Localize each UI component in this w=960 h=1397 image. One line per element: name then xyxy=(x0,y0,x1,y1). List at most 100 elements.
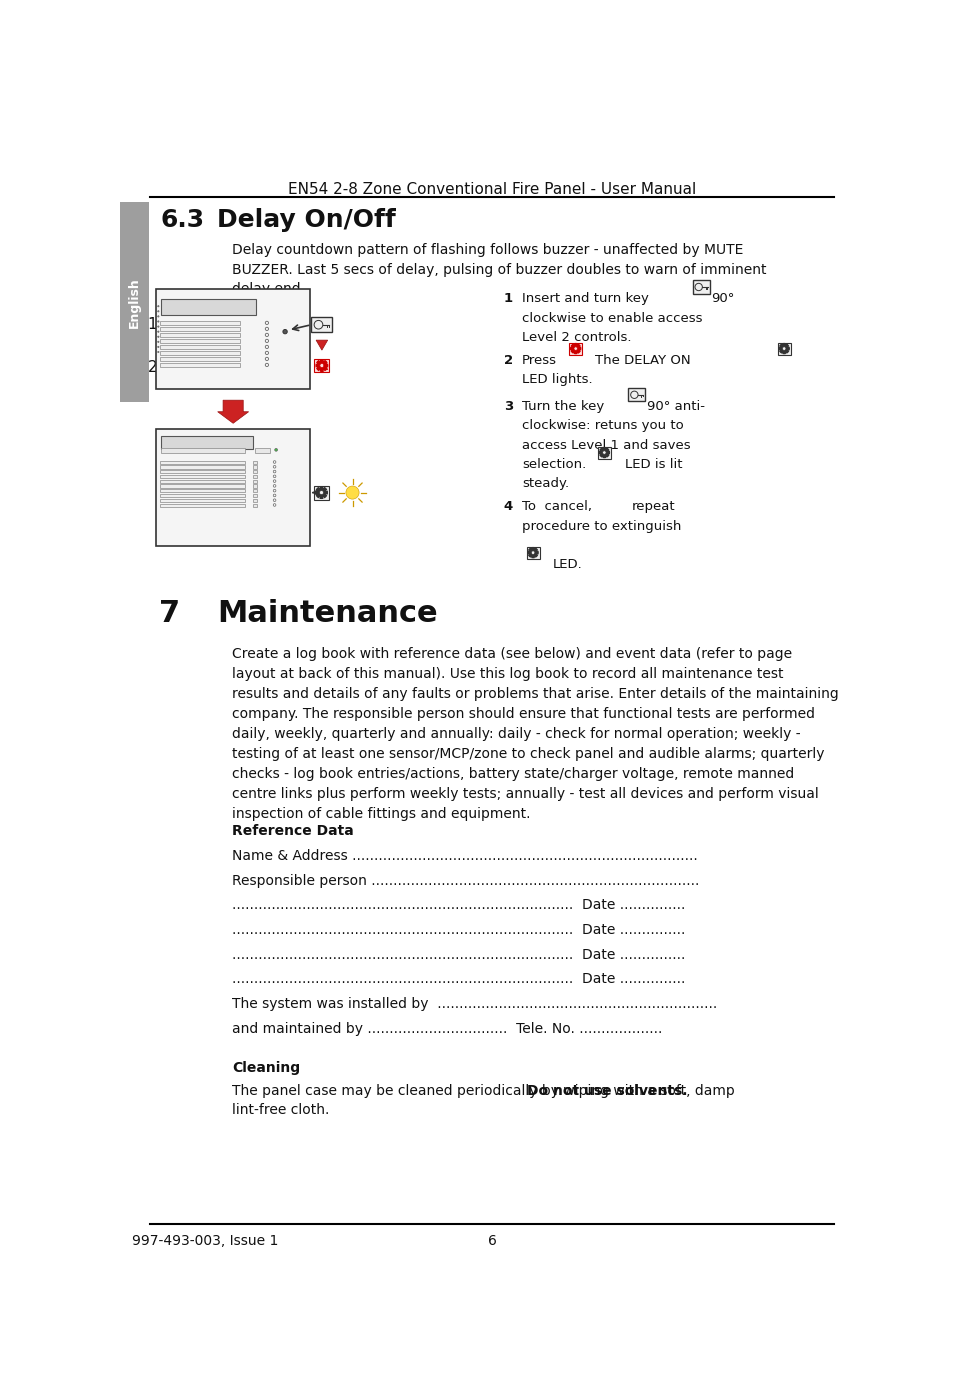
FancyBboxPatch shape xyxy=(693,281,709,293)
Circle shape xyxy=(265,339,269,342)
Text: The system was installed by  ...................................................: The system was installed by ............… xyxy=(232,997,718,1011)
FancyBboxPatch shape xyxy=(161,299,256,316)
Text: 2: 2 xyxy=(504,353,513,367)
Text: The panel case may be cleaned periodically by wiping with a soft, damp
lint-free: The panel case may be cleaned periodical… xyxy=(232,1084,735,1118)
Text: 3: 3 xyxy=(504,400,513,414)
FancyBboxPatch shape xyxy=(254,447,270,453)
Text: 90°: 90° xyxy=(711,292,734,306)
FancyBboxPatch shape xyxy=(160,351,240,355)
FancyBboxPatch shape xyxy=(311,317,331,332)
Circle shape xyxy=(782,346,786,351)
FancyBboxPatch shape xyxy=(253,489,257,492)
FancyBboxPatch shape xyxy=(156,429,310,546)
Text: procedure to extinguish: procedure to extinguish xyxy=(522,520,682,532)
FancyBboxPatch shape xyxy=(253,471,257,474)
Text: The DELAY ON: The DELAY ON xyxy=(595,353,690,367)
Text: Create a log book with reference data (see below) and event data (refer to page
: Create a log book with reference data (s… xyxy=(232,647,839,821)
Text: x: x xyxy=(324,363,328,373)
Polygon shape xyxy=(316,360,327,372)
Text: Reference Data: Reference Data xyxy=(232,824,354,838)
Circle shape xyxy=(265,358,269,360)
Text: 1: 1 xyxy=(504,292,513,306)
Text: Cleaning: Cleaning xyxy=(232,1060,300,1074)
Text: 7: 7 xyxy=(158,599,180,627)
Text: EN54 2-8 Zone Conventional Fire Panel - User Manual: EN54 2-8 Zone Conventional Fire Panel - … xyxy=(288,182,696,197)
Circle shape xyxy=(274,461,276,464)
Text: ..............................................................................  : ........................................… xyxy=(232,923,685,937)
Text: Level 2 controls.: Level 2 controls. xyxy=(522,331,632,344)
Polygon shape xyxy=(316,339,327,351)
Circle shape xyxy=(603,451,606,454)
FancyBboxPatch shape xyxy=(160,334,240,337)
Circle shape xyxy=(274,504,276,506)
FancyBboxPatch shape xyxy=(160,461,245,464)
Text: access Level 1 and saves: access Level 1 and saves xyxy=(522,439,691,451)
Text: repeat: repeat xyxy=(632,500,675,513)
FancyBboxPatch shape xyxy=(778,342,791,355)
Text: clockwise: retuns you to: clockwise: retuns you to xyxy=(522,419,684,433)
Text: 90° anti-: 90° anti- xyxy=(647,400,705,414)
FancyBboxPatch shape xyxy=(160,479,245,483)
FancyBboxPatch shape xyxy=(160,499,245,502)
FancyBboxPatch shape xyxy=(160,475,245,478)
FancyBboxPatch shape xyxy=(160,345,240,349)
Text: English: English xyxy=(129,277,141,328)
FancyBboxPatch shape xyxy=(160,358,240,360)
FancyBboxPatch shape xyxy=(253,503,257,507)
Circle shape xyxy=(320,490,324,495)
Text: Delay On/Off: Delay On/Off xyxy=(217,208,396,232)
FancyBboxPatch shape xyxy=(156,289,310,390)
FancyBboxPatch shape xyxy=(253,495,257,497)
Polygon shape xyxy=(316,486,327,499)
FancyBboxPatch shape xyxy=(160,495,245,497)
Circle shape xyxy=(274,485,276,488)
FancyBboxPatch shape xyxy=(160,327,240,331)
Text: 1: 1 xyxy=(148,317,157,332)
Text: To  cancel,: To cancel, xyxy=(522,500,592,513)
Text: and maintained by ................................  Tele. No. ..................: and maintained by ......................… xyxy=(232,1021,662,1035)
Text: Press: Press xyxy=(522,353,557,367)
Circle shape xyxy=(274,479,276,482)
FancyBboxPatch shape xyxy=(314,359,329,373)
Circle shape xyxy=(574,346,578,351)
Circle shape xyxy=(265,321,269,324)
Circle shape xyxy=(274,471,276,472)
Text: ..............................................................................  : ........................................… xyxy=(232,947,685,961)
Circle shape xyxy=(265,363,269,366)
Text: LED lights.: LED lights. xyxy=(522,373,593,386)
Text: Maintenance: Maintenance xyxy=(217,599,438,627)
FancyBboxPatch shape xyxy=(253,499,257,502)
FancyBboxPatch shape xyxy=(160,465,245,468)
FancyBboxPatch shape xyxy=(161,436,253,450)
FancyArrow shape xyxy=(218,400,249,423)
Text: 997-493-003, Issue 1: 997-493-003, Issue 1 xyxy=(132,1234,278,1248)
Circle shape xyxy=(265,327,269,331)
FancyBboxPatch shape xyxy=(160,485,245,488)
FancyBboxPatch shape xyxy=(160,471,245,474)
Circle shape xyxy=(265,345,269,348)
Text: 4: 4 xyxy=(504,500,513,513)
Polygon shape xyxy=(570,344,581,353)
Text: clockwise to enable access: clockwise to enable access xyxy=(522,312,703,324)
Circle shape xyxy=(531,550,535,555)
FancyBboxPatch shape xyxy=(160,363,240,367)
Text: ..............................................................................  : ........................................… xyxy=(232,898,685,912)
Circle shape xyxy=(275,448,277,451)
Circle shape xyxy=(265,351,269,355)
Circle shape xyxy=(274,499,276,502)
Polygon shape xyxy=(780,344,789,353)
FancyBboxPatch shape xyxy=(253,461,257,464)
Circle shape xyxy=(274,495,276,497)
Text: Turn the key: Turn the key xyxy=(522,400,605,414)
FancyBboxPatch shape xyxy=(253,485,257,488)
Text: Insert and turn key: Insert and turn key xyxy=(522,292,649,306)
Polygon shape xyxy=(528,548,539,557)
FancyBboxPatch shape xyxy=(629,388,645,401)
FancyBboxPatch shape xyxy=(526,546,540,559)
Circle shape xyxy=(346,486,359,499)
Text: LED.: LED. xyxy=(553,557,583,571)
FancyBboxPatch shape xyxy=(253,465,257,468)
Text: Delay countdown pattern of flashing follows buzzer - unaffected by MUTE
BUZZER. : Delay countdown pattern of flashing foll… xyxy=(232,243,767,296)
FancyBboxPatch shape xyxy=(253,475,257,478)
FancyBboxPatch shape xyxy=(314,486,329,500)
